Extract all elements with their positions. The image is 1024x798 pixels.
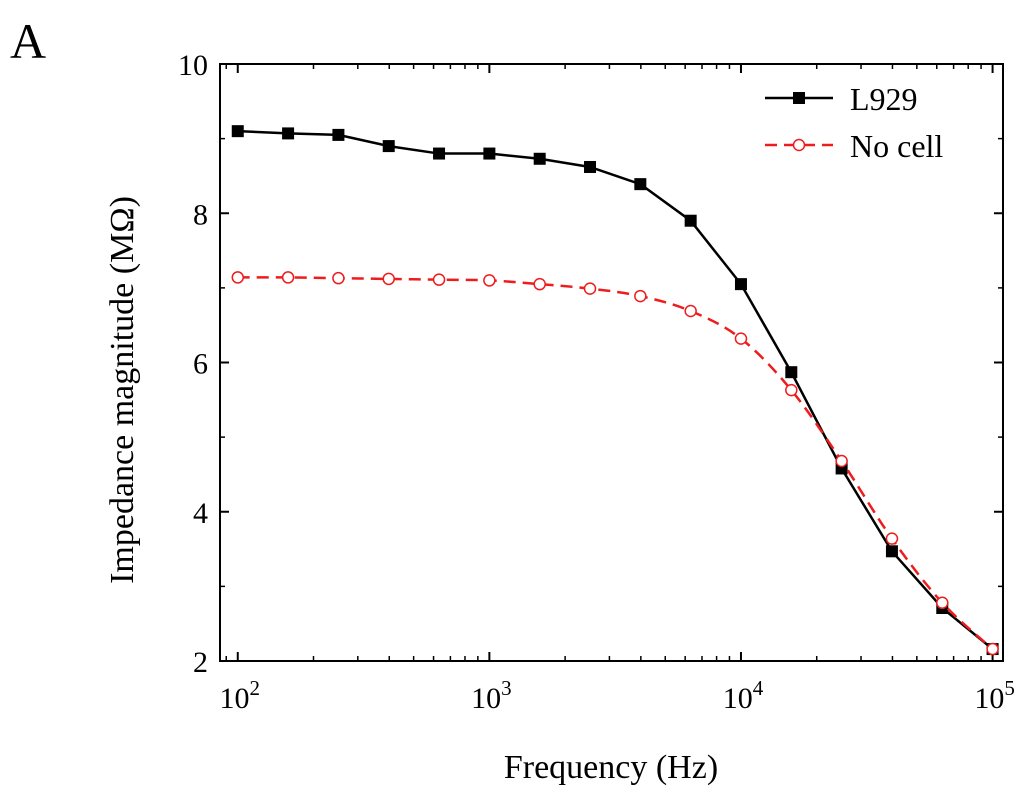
data-point-l929 — [785, 366, 798, 379]
series-line-l929 — [237, 129, 994, 651]
panel-label: A — [10, 13, 46, 69]
data-point-no-cell — [734, 332, 748, 345]
data-point-no-cell — [885, 532, 899, 545]
data-point-l929 — [684, 214, 697, 227]
data-point-no-cell — [634, 289, 647, 303]
y-tick-label: 2 — [193, 646, 208, 679]
y-axis: 2 4 6 8 10 — [178, 49, 1003, 679]
data-point-no-cell — [281, 271, 295, 284]
data-point-l929 — [734, 278, 747, 291]
y-tick-label: 10 — [178, 49, 208, 82]
data-point-no-cell — [936, 596, 949, 610]
legend: L929 No cell — [765, 81, 943, 164]
data-point-l929 — [634, 178, 647, 191]
data-point-no-cell — [432, 273, 446, 286]
y-tick-label: 4 — [193, 497, 208, 530]
data-point-no-cell — [835, 454, 848, 468]
data-point-no-cell — [332, 271, 345, 285]
x-tick-label: 103 — [471, 676, 512, 715]
data-point-no-cell — [785, 383, 798, 397]
x-axis-label: Frequency (Hz) — [504, 749, 718, 786]
x-tick-label: 105 — [974, 676, 1014, 715]
y-tick-label: 6 — [193, 348, 208, 381]
x-tick-label: 104 — [723, 676, 764, 715]
data-point-no-cell — [684, 304, 697, 318]
data-point-no-cell — [986, 642, 999, 656]
data-point-l929 — [885, 545, 898, 558]
legend-label-l929: L929 — [850, 81, 918, 117]
data-point-l929 — [282, 127, 295, 140]
y-axis-label: Impedance magnitude (MΩ) — [104, 196, 141, 584]
data-point-no-cell — [583, 282, 597, 295]
data-point-no-cell — [382, 272, 395, 286]
data-point-l929 — [533, 152, 546, 165]
data-point-no-cell — [483, 274, 496, 287]
data-point-no-cell — [231, 271, 245, 284]
data-point-l929 — [483, 147, 496, 160]
series-layer — [231, 125, 999, 656]
data-point-l929 — [332, 128, 345, 141]
data-point-l929 — [382, 140, 395, 153]
y-tick-label: 8 — [193, 198, 208, 231]
legend-marker-no-cell — [792, 138, 806, 152]
x-tick-label: 102 — [220, 676, 261, 715]
legend-label-no-cell: No cell — [850, 128, 943, 164]
data-point-l929 — [433, 147, 446, 160]
x-axis: 102 103 104 105 — [220, 64, 1015, 715]
data-point-l929 — [231, 125, 244, 138]
data-point-l929 — [584, 160, 597, 173]
series-line-no-cell — [237, 276, 994, 650]
legend-marker-l929 — [793, 92, 805, 104]
data-point-no-cell — [533, 277, 546, 291]
